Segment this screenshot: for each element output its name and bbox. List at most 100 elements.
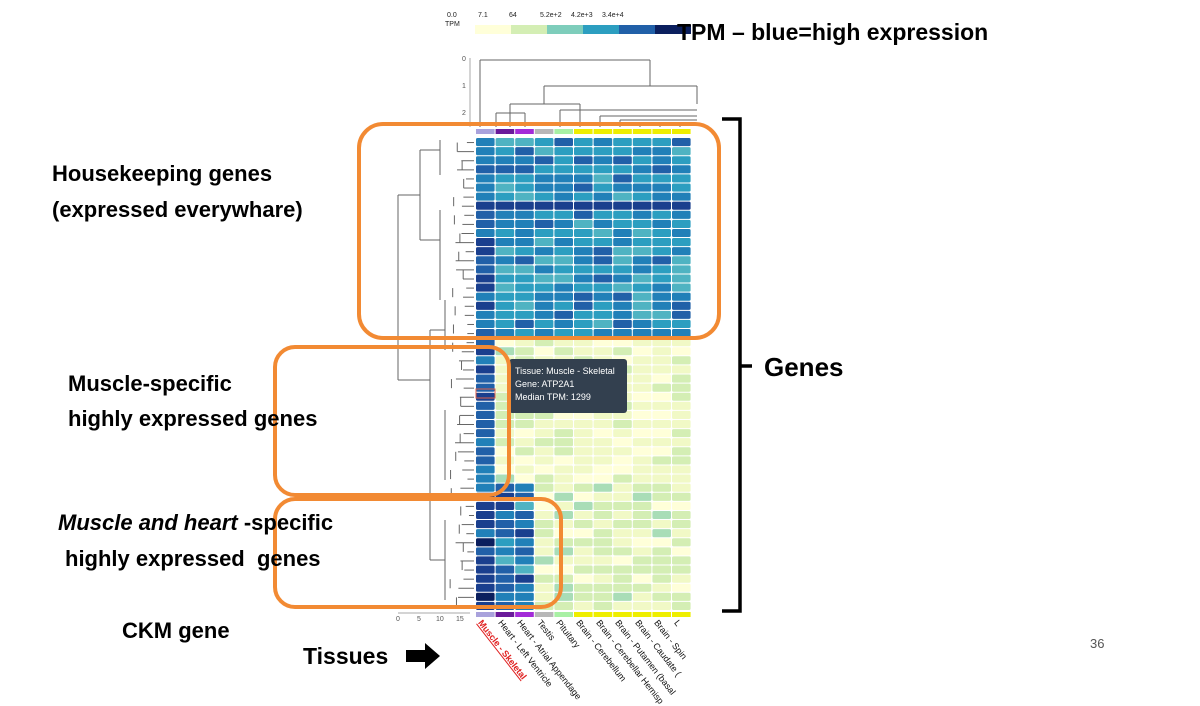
- legend-swatch: [655, 25, 691, 34]
- heatmap-cell: [476, 401, 495, 410]
- tissue-color-swatch: [495, 612, 515, 617]
- heatmap-cell: [574, 483, 593, 492]
- heatmap-cell: [515, 238, 534, 247]
- heatmap-cell: [613, 556, 632, 565]
- heatmap-cell: [534, 165, 554, 174]
- top-axis-tick: 1: [462, 83, 466, 90]
- legend-tick: 4.2e+3: [571, 12, 593, 19]
- heatmap-cell: [652, 283, 671, 292]
- heatmap-cell: [613, 301, 632, 310]
- heatmap-cell: [534, 347, 554, 356]
- heatmap-cell: [593, 247, 613, 256]
- heatmap-cell: [593, 156, 613, 165]
- heatmap-cell: [672, 447, 691, 456]
- tissue-color-swatch: [495, 129, 515, 134]
- heatmap-cell: [613, 174, 632, 183]
- heatmap-cell: [632, 520, 652, 529]
- ckm-gene-label: CKM gene: [122, 618, 230, 643]
- heatmap-cell: [652, 520, 671, 529]
- heatmap-cell: [652, 574, 671, 583]
- heatmap-cell: [613, 583, 632, 592]
- heatmap-cell: [632, 483, 652, 492]
- legend-swatch: [475, 25, 511, 34]
- heatmap-cell: [495, 219, 515, 228]
- heatmap-cell: [515, 283, 534, 292]
- heatmap-cell: [613, 592, 632, 601]
- heatmap-cell: [652, 265, 671, 274]
- heatmap-cell: [476, 465, 495, 474]
- tissue-color-swatch: [554, 129, 573, 134]
- heatmap-cell: [593, 228, 613, 238]
- heatmap-cell: [632, 347, 652, 356]
- heatmap-cell: [476, 138, 495, 147]
- heatmap-cell: [652, 383, 671, 392]
- heatmap-cell: [672, 165, 691, 174]
- heatmap-cell: [672, 547, 691, 556]
- heatmap-cell: [652, 201, 671, 210]
- heatmap-cell: [593, 465, 613, 474]
- heatmap-cell: [613, 147, 632, 156]
- heatmap-cell: [652, 310, 671, 319]
- heatmap-cell: [672, 429, 691, 438]
- heatmap-cell: [652, 329, 671, 338]
- heatmap-cell: [593, 147, 613, 156]
- heatmap-cell: [632, 456, 652, 465]
- heatmap-cell: [515, 447, 534, 456]
- heatmap-cell: [652, 274, 671, 283]
- heatmap-cell: [652, 492, 671, 501]
- heatmap-cell: [672, 601, 691, 610]
- muscle-specific-highlight-box: [273, 345, 511, 497]
- heatmap-cell: [672, 510, 691, 520]
- heatmap-cell: [515, 474, 534, 483]
- heatmap-cell: [495, 547, 515, 556]
- heatmap-cell: [574, 283, 593, 292]
- heatmap-cell: [632, 374, 652, 383]
- heatmap-cell: [534, 292, 554, 301]
- heatmap-cell: [632, 547, 652, 556]
- heatmap-cell: [672, 438, 691, 447]
- heatmap-cell: [554, 265, 573, 274]
- heatmap-cell: [476, 292, 495, 301]
- heatmap-cell: [672, 210, 691, 219]
- heatmap-cell: [574, 292, 593, 301]
- heatmap-cell: [613, 510, 632, 520]
- heatmap-cell: [652, 592, 671, 601]
- heatmap-cell: [554, 165, 573, 174]
- heatmap-cell: [476, 301, 495, 310]
- heatmap-cell: [495, 256, 515, 265]
- heatmap-cell: [574, 601, 593, 610]
- heatmap-cell: [672, 138, 691, 147]
- heatmap-cell: [495, 510, 515, 520]
- heatmap-cell: [554, 192, 573, 201]
- heatmap-tooltip: Tissue: Muscle - Skeletal Gene: ATP2A1 M…: [509, 359, 627, 413]
- heatmap-cell: [574, 538, 593, 547]
- heatmap-cell: [672, 383, 691, 392]
- heatmap-cell: [593, 456, 613, 465]
- highlighted-cell: [475, 388, 496, 399]
- heatmap-cell: [476, 274, 495, 283]
- heatmap-cell: [632, 156, 652, 165]
- tissue-color-swatch: [672, 129, 691, 134]
- heatmap-cell: [593, 283, 613, 292]
- heatmap-cell: [652, 410, 671, 419]
- heatmap-cell: [476, 183, 495, 192]
- bottom-axis-tick: 0: [396, 616, 400, 623]
- heatmap-cell: [476, 365, 495, 374]
- heatmap-cell: [554, 147, 573, 156]
- heatmap-cell: [652, 347, 671, 356]
- heatmap-cell: [632, 592, 652, 601]
- heatmap-cell: [652, 156, 671, 165]
- heatmap-cell: [613, 201, 632, 210]
- heatmap-cell: [534, 174, 554, 183]
- heatmap-cell: [476, 447, 495, 456]
- heatmap-cell: [672, 574, 691, 583]
- heatmap-cell: [476, 556, 495, 565]
- heatmap-cell: [534, 183, 554, 192]
- legend-swatch: [619, 25, 655, 34]
- heatmap-cell: [632, 392, 652, 401]
- heatmap-cell: [613, 347, 632, 356]
- heatmap-cell: [495, 183, 515, 192]
- heatmap-cell: [652, 447, 671, 456]
- heatmap-cell: [672, 238, 691, 247]
- heatmap-cell: [574, 274, 593, 283]
